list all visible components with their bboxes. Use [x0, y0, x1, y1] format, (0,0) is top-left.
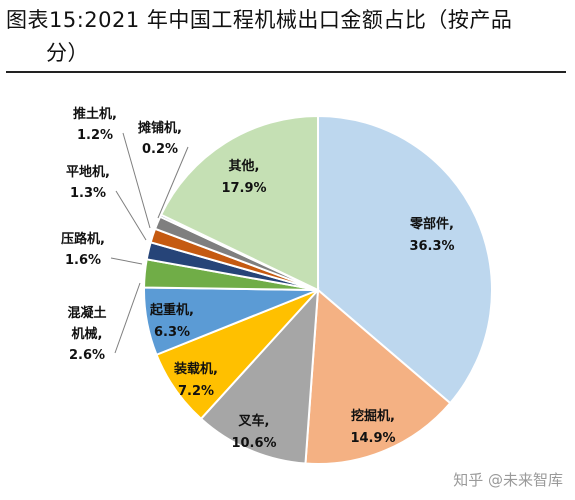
slice-name-label: 机械,: [72, 326, 103, 342]
leader-line: [115, 190, 147, 241]
slice-value-label: 0.2%: [142, 142, 178, 157]
slice-name-label: 推土机,: [73, 106, 117, 122]
leader-line: [122, 132, 151, 229]
slice-value-label: 1.6%: [65, 253, 101, 268]
slice-name-label: 挖掘机,: [351, 408, 395, 424]
slice-value-label: 10.6%: [231, 436, 276, 451]
chart-title-line1: 图表15:2021 年中国工程机械出口金额占比（按产品: [6, 8, 513, 32]
pie-slice: [304, 287, 452, 465]
slice-name-label: 平地机,: [66, 164, 110, 180]
slice-value-label: 36.3%: [409, 239, 454, 254]
slice-value-label: 2.6%: [69, 348, 105, 363]
chart-title: 图表15:2021 年中国工程机械出口金额占比（按产品 分）: [6, 4, 566, 70]
chart-title-line2: 分）: [46, 41, 89, 65]
slice-name-label: 其他,: [229, 158, 260, 174]
leader-line: [157, 146, 189, 219]
slice-value-label: 1.3%: [70, 186, 106, 201]
title-divider: [6, 71, 566, 73]
slice-value-label: 6.3%: [154, 325, 190, 340]
pie-slice: [159, 114, 319, 292]
pie-slice: [317, 114, 493, 405]
slice-name-label: 装载机,: [173, 361, 218, 377]
watermark: 知乎 @未来智库: [453, 471, 563, 489]
slice-name-label: 叉车,: [238, 413, 270, 429]
slice-value-label: 1.2%: [77, 128, 113, 143]
leader-line: [110, 257, 143, 265]
slice-name-label: 压路机,: [61, 231, 105, 247]
slice-value-label: 14.9%: [350, 431, 395, 446]
slice-value-label: 17.9%: [221, 181, 266, 196]
leader-line: [114, 282, 141, 354]
slice-name-label: 混凝土: [67, 305, 106, 321]
slice-name-label: 零部件,: [409, 216, 454, 232]
pie-slice: [199, 287, 320, 465]
slice-name-label: 摊铺机,: [138, 120, 182, 136]
slice-name-label: 起重机,: [149, 302, 194, 318]
slice-value-label: 7.2%: [178, 384, 214, 399]
